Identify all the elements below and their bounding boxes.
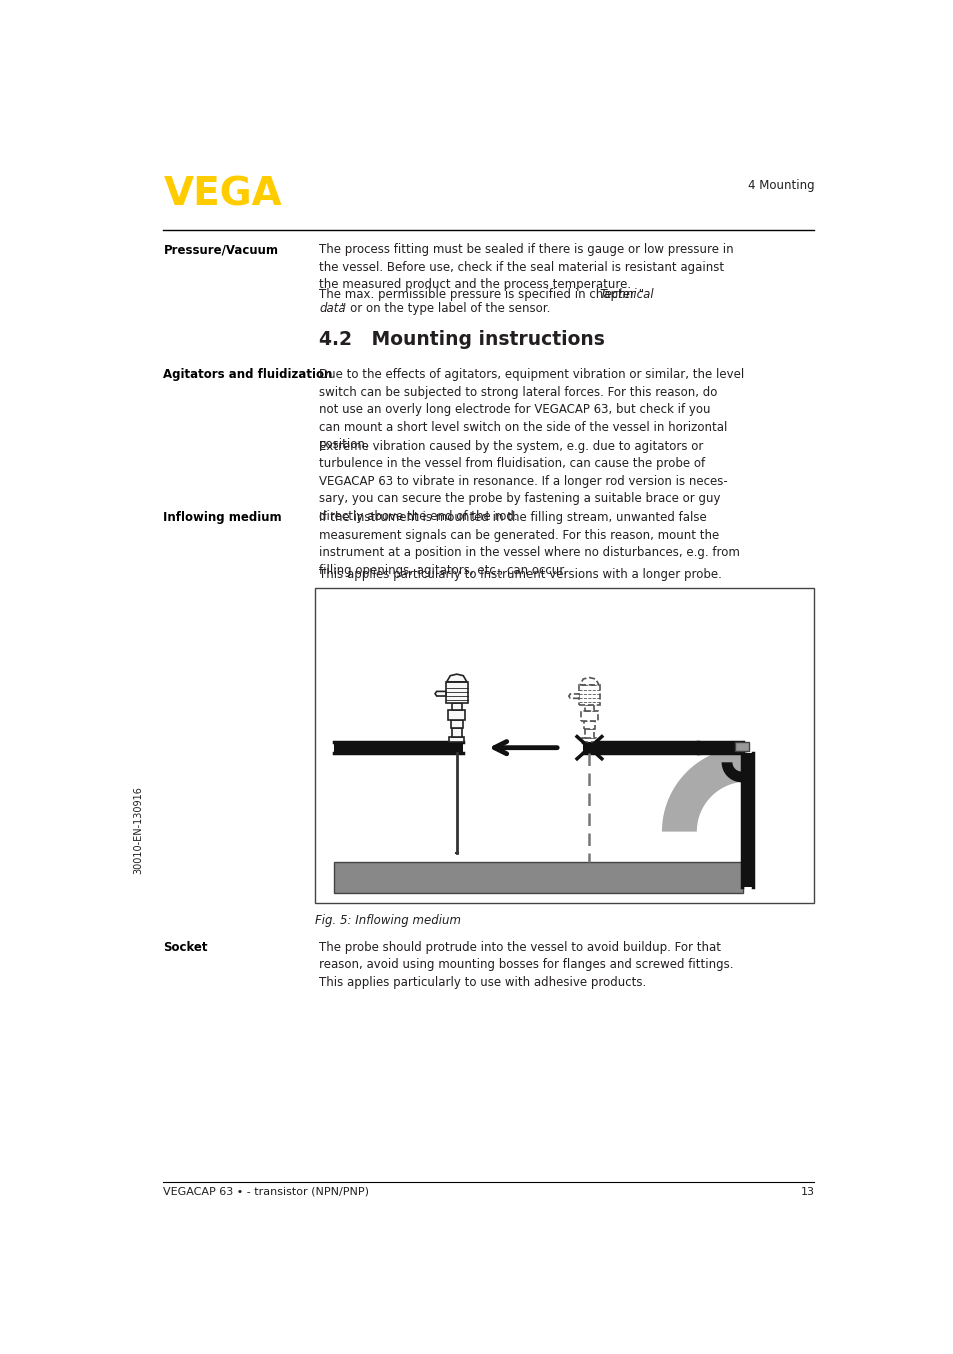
Text: If the instrument is mounted in the filling stream, unwanted false
measurement s: If the instrument is mounted in the fill… <box>319 512 740 577</box>
Bar <box>578 685 599 705</box>
Bar <box>583 722 595 728</box>
Bar <box>697 742 742 753</box>
Bar <box>582 742 697 753</box>
Bar <box>334 862 742 894</box>
Bar <box>580 711 597 722</box>
Polygon shape <box>568 695 578 699</box>
Text: The max. permissible pressure is specified in chapter ": The max. permissible pressure is specifi… <box>319 288 643 301</box>
Text: data: data <box>319 302 345 315</box>
Text: The probe should protrude into the vessel to avoid buildup. For that
reason, avo: The probe should protrude into the vesse… <box>319 941 733 988</box>
Polygon shape <box>661 747 746 831</box>
Bar <box>450 720 462 728</box>
Text: This applies particularly to instrument versions with a longer probe.: This applies particularly to instrument … <box>319 567 721 581</box>
Text: VEGACAP 63 • - transistor (NPN/PNP): VEGACAP 63 • - transistor (NPN/PNP) <box>163 1186 369 1197</box>
Polygon shape <box>579 677 598 685</box>
Text: 4 Mounting: 4 Mounting <box>747 180 814 192</box>
Text: Technical: Technical <box>599 288 654 301</box>
Text: Socket: Socket <box>163 941 208 955</box>
Polygon shape <box>446 674 466 682</box>
Bar <box>445 682 467 704</box>
Bar <box>584 705 594 711</box>
Text: 30010-EN-130916: 30010-EN-130916 <box>132 785 143 873</box>
Bar <box>334 742 462 753</box>
Bar <box>584 728 594 738</box>
Bar <box>741 753 752 887</box>
Text: Agitators and fluidization: Agitators and fluidization <box>163 368 333 380</box>
Bar <box>448 709 465 720</box>
Text: Inflowing medium: Inflowing medium <box>163 512 282 524</box>
Text: 13: 13 <box>800 1186 814 1197</box>
Text: Pressure/Vacuum: Pressure/Vacuum <box>163 244 278 256</box>
Bar <box>452 728 461 738</box>
Text: " or on the type label of the sensor.: " or on the type label of the sensor. <box>340 302 550 315</box>
Text: Extreme vibration caused by the system, e.g. due to agitators or
turbulence in t: Extreme vibration caused by the system, … <box>319 440 727 523</box>
Polygon shape <box>435 692 445 696</box>
Text: Due to the effects of agitators, equipment vibration or similar, the level
switc: Due to the effects of agitators, equipme… <box>319 368 743 451</box>
Bar <box>449 738 464 742</box>
Polygon shape <box>734 742 748 751</box>
Text: Fig. 5: Inflowing medium: Fig. 5: Inflowing medium <box>315 914 461 927</box>
Text: VEGA: VEGA <box>163 176 282 214</box>
Bar <box>315 588 814 903</box>
Text: 4.2   Mounting instructions: 4.2 Mounting instructions <box>319 329 604 348</box>
Text: The process fitting must be sealed if there is gauge or low pressure in
the vess: The process fitting must be sealed if th… <box>319 244 733 291</box>
Bar <box>582 738 596 742</box>
Bar <box>452 704 461 709</box>
Polygon shape <box>720 762 741 783</box>
